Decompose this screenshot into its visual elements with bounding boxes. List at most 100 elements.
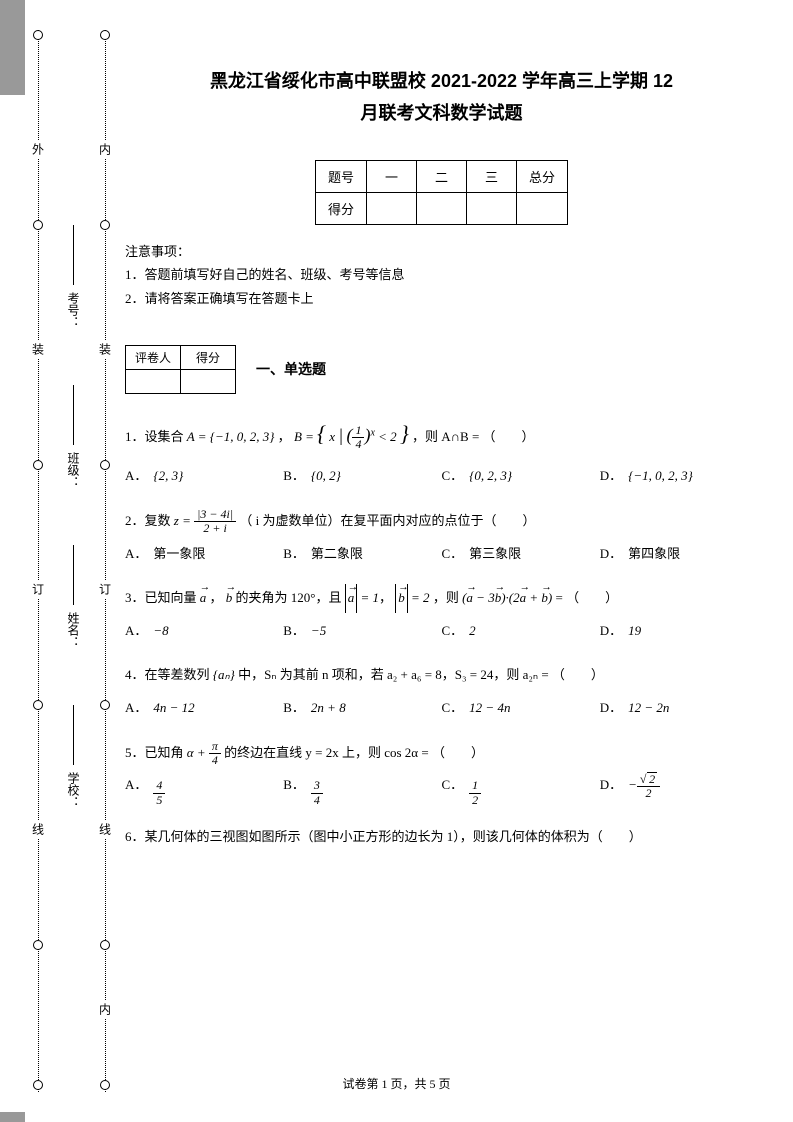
notes-block: 注意事项： 1．答题前填写好自己的姓名、班级、考号等信息 2．请将答案正确填写在… bbox=[125, 240, 758, 310]
info-class-line bbox=[73, 385, 74, 445]
score-header-0: 题号 bbox=[315, 160, 366, 192]
q6-text: 6．某几何体的三视图如图所示（图中小正方形的边长为 1），则该几何体的体积为（ … bbox=[125, 829, 642, 844]
q3-expr: ，则 bbox=[433, 590, 462, 605]
q1-opt-c: {0, 2, 3} bbox=[469, 462, 512, 491]
q3-vec-b: b bbox=[226, 584, 233, 613]
q4-an: {aₙ} bbox=[213, 667, 235, 682]
marker-col1: 评卷人 bbox=[126, 345, 181, 369]
circle-icon bbox=[100, 30, 110, 40]
score-table: 题号 一 二 三 总分 得分 bbox=[315, 160, 568, 225]
opt-label-d: D． bbox=[600, 462, 622, 491]
q2-frac-den: 2 + i bbox=[194, 522, 236, 535]
q2-opt-c: 第三象限 bbox=[469, 540, 521, 569]
opt-label-b: B． bbox=[283, 462, 305, 491]
info-school: 学校： bbox=[65, 770, 82, 810]
score-cell bbox=[417, 192, 467, 224]
circle-icon bbox=[100, 700, 110, 710]
inner-label-nei-2: 内 bbox=[97, 1000, 114, 1018]
gray-tab-top bbox=[0, 0, 25, 95]
info-class: 班级： bbox=[65, 450, 82, 490]
info-exam-no-line bbox=[73, 225, 74, 285]
outer-label-ding: 订 bbox=[30, 580, 47, 598]
score-cell bbox=[467, 192, 517, 224]
score-row-label: 得分 bbox=[315, 192, 366, 224]
notes-item2: 2．请将答案正确填写在答题卡上 bbox=[125, 287, 758, 310]
q1-set-b-prefix: B = bbox=[294, 429, 317, 444]
q3-mid2: 的夹角为 120°，且 bbox=[236, 590, 345, 605]
marker-table: 评卷人 得分 bbox=[125, 345, 236, 394]
q3-opt-d: 19 bbox=[628, 617, 641, 646]
section-title: 一、单选题 bbox=[256, 359, 326, 379]
q5-opt-a-den: 5 bbox=[153, 794, 165, 807]
q3-vec-a: a bbox=[200, 584, 207, 613]
q5-mid: 的终边在直线 y = 2x 上，则 cos 2α = （ ） bbox=[224, 745, 484, 760]
q1-prefix: 1．设集合 bbox=[125, 429, 187, 444]
section-header: 评卷人 得分 一、单选题 bbox=[125, 345, 758, 394]
q1-opt-b: {0, 2} bbox=[311, 462, 341, 491]
opt-label-b: B． bbox=[283, 540, 305, 569]
q1-opt-d: {−1, 0, 2, 3} bbox=[628, 462, 693, 491]
score-cell bbox=[367, 192, 417, 224]
circle-icon bbox=[33, 460, 43, 470]
score-header-4: 总分 bbox=[517, 160, 568, 192]
q4-opt-a: 4n − 12 bbox=[153, 694, 194, 723]
question-3: 3．已知向量 a ， b 的夹角为 120°，且 a = 1， b = 2 ，则… bbox=[125, 584, 758, 645]
q4-prefix: 4．在等差数列 bbox=[125, 667, 213, 682]
q3-prefix: 3．已知向量 bbox=[125, 590, 200, 605]
q1-mid: ， bbox=[278, 429, 291, 444]
outer-label-zhuang: 装 bbox=[30, 340, 47, 358]
q2-opt-d: 第四象限 bbox=[628, 540, 680, 569]
circle-icon bbox=[33, 700, 43, 710]
q3-opt-c: 2 bbox=[469, 617, 476, 646]
notes-title: 注意事项： bbox=[125, 240, 758, 263]
q1-suffix: ，则 A∩B = （ ） bbox=[412, 429, 535, 444]
outer-label-wai: 外 bbox=[30, 140, 47, 158]
q3-mid1: ， bbox=[210, 590, 223, 605]
q5-opt-a-num: 4 bbox=[153, 779, 165, 793]
q2-z: z = bbox=[174, 513, 191, 528]
q5-opt-b-den: 4 bbox=[311, 794, 323, 807]
outer-label-xian: 线 bbox=[30, 820, 47, 838]
q3-mag-b: = 2 bbox=[411, 590, 430, 605]
circle-icon bbox=[100, 460, 110, 470]
q5-prefix: 5．已知角 bbox=[125, 745, 187, 760]
q4-opt-d: 12 − 2n bbox=[628, 694, 669, 723]
q2-frac-num: |3 − 4i| bbox=[194, 508, 236, 522]
q4-opt-b: 2n + 8 bbox=[311, 694, 346, 723]
inner-label-zhuang: 装 bbox=[97, 340, 114, 358]
q3-suffix: = （ ） bbox=[556, 590, 619, 605]
q5-opt-b-num: 3 bbox=[311, 779, 323, 793]
q4-mid: 中，Sₙ 为其前 n 项和，若 a₂ + a₆ = 8，S₃ = 24，则 a₂… bbox=[238, 667, 604, 682]
opt-label-a: A． bbox=[125, 462, 147, 491]
main-content: 黑龙江省绥化市高中联盟校 2021-2022 学年高三上学期 12 月联考文科数… bbox=[125, 65, 758, 867]
circle-icon bbox=[33, 30, 43, 40]
circle-icon bbox=[33, 220, 43, 230]
question-4: 4．在等差数列 {aₙ} 中，Sₙ 为其前 n 项和，若 a₂ + a₆ = 8… bbox=[125, 661, 758, 722]
opt-label-c: C． bbox=[442, 540, 464, 569]
exam-title-line2: 月联考文科数学试题 bbox=[125, 97, 758, 129]
page-footer: 试卷第 1 页，共 5 页 bbox=[0, 1075, 793, 1092]
score-cell bbox=[517, 192, 568, 224]
q1-set-b-cond: < 2 bbox=[378, 429, 397, 444]
score-header-1: 一 bbox=[367, 160, 417, 192]
q5-opt-d-den: 2 bbox=[637, 787, 660, 800]
circle-icon bbox=[100, 220, 110, 230]
q4-opt-c: 12 − 4n bbox=[469, 694, 510, 723]
inner-dotted-line bbox=[105, 30, 106, 1092]
q5-opt-d-neg: − bbox=[628, 777, 637, 792]
info-exam-no: 考号： bbox=[65, 290, 82, 330]
circle-icon bbox=[33, 940, 43, 950]
q2-suffix: （ i 为虚数单位）在复平面内对应的点位于（ ） bbox=[239, 513, 535, 528]
outer-dotted-line bbox=[38, 30, 39, 1092]
gray-tab-bottom bbox=[0, 1112, 25, 1122]
question-1: 1．设集合 A = {−1, 0, 2, 3} ， B = { x | (14)… bbox=[125, 410, 758, 491]
binding-margin: 外 装 订 线 内 装 订 线 内 考号： 班级： 姓名： 学校： bbox=[30, 30, 110, 1092]
q2-prefix: 2．复数 bbox=[125, 513, 174, 528]
q1-opt-a: {2, 3} bbox=[153, 462, 183, 491]
q5-opt-c-num: 1 bbox=[469, 779, 481, 793]
q3-opt-a: −8 bbox=[153, 617, 168, 646]
q1-set-a: A = {−1, 0, 2, 3} bbox=[187, 429, 275, 444]
opt-label-d: D． bbox=[600, 540, 622, 569]
opt-label-a: A． bbox=[125, 540, 147, 569]
q3-mag-a: = 1 bbox=[360, 590, 379, 605]
